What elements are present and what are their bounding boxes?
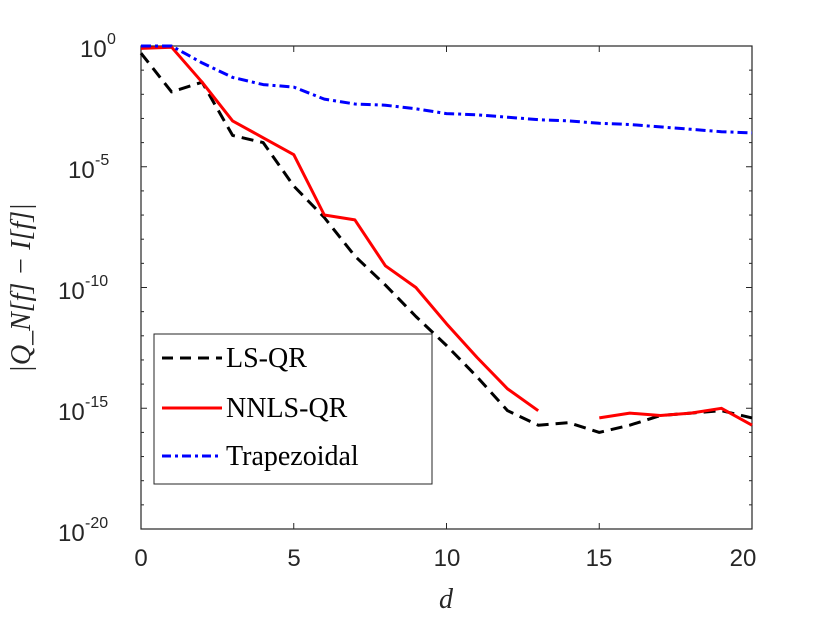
y-axis-label: |Q_N[f] − I[f]| <box>6 203 37 373</box>
x-tick-labels: 0 5 10 15 20 <box>134 545 756 572</box>
x-tick-label-15: 15 <box>586 545 613 572</box>
y-tick-label-4: 10 <box>58 520 85 547</box>
series-line-trapezoidal <box>141 44 753 135</box>
y-tick-exp-4: -20 <box>85 515 108 532</box>
y-tick-label-1: 10 <box>68 157 95 184</box>
series-line-nnls-qr-segment-2 <box>599 406 753 427</box>
y-tick-labels: 10 0 10 -5 10 -10 10 -15 10 -20 <box>58 31 116 547</box>
y-tick-label-3: 10 <box>58 399 85 426</box>
legend-label-trapezoidal: Trapezoidal <box>226 441 359 472</box>
legend-label-ls-qr: LS-QR <box>226 343 307 374</box>
y-tick-exp-1: -5 <box>95 152 109 169</box>
series-layer <box>139 44 753 434</box>
x-tick-label-5: 5 <box>287 545 300 572</box>
y-tick-label-0: 10 <box>80 36 107 63</box>
x-axis-label: d <box>439 584 454 615</box>
series-line-ls-qr <box>139 52 753 434</box>
x-tick-label-0: 0 <box>134 545 147 572</box>
y-tick-exp-3: -15 <box>85 394 108 411</box>
series-line-nnls-qr-segment-1 <box>140 45 540 412</box>
y-tick-exp-2: -10 <box>85 273 108 290</box>
x-tick-label-20: 20 <box>730 545 757 572</box>
x-tick-label-10: 10 <box>434 545 461 572</box>
legend-label-nnls-qr: NNLS-QR <box>226 393 348 424</box>
y-tick-label-2: 10 <box>58 278 85 305</box>
y-tick-exp-0: 0 <box>107 31 116 48</box>
legend: LS-QR NNLS-QR Trapezoidal <box>153 333 433 485</box>
axis-ticks <box>140 45 753 530</box>
